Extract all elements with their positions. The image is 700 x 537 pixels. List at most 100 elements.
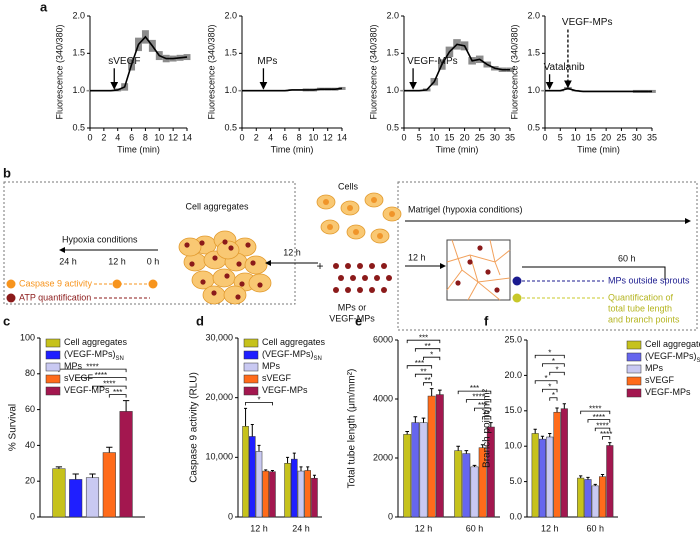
bar — [52, 468, 66, 518]
legend-swatch — [45, 350, 61, 360]
legend-name: VEGF-MPs — [64, 385, 110, 395]
y-tick-label: 30,000 — [205, 332, 233, 342]
legend-name: (VEGF-MPs) — [64, 349, 116, 359]
y-axis-label: Fluorescence (340/380) — [206, 24, 216, 119]
bar — [599, 476, 607, 518]
time-label: 24 h — [59, 256, 77, 266]
y-axis-label: Branch point/mm² — [482, 388, 493, 468]
particle — [369, 263, 375, 269]
particle — [362, 275, 368, 281]
legend-label: MPs — [64, 361, 83, 371]
particle — [381, 287, 387, 293]
nucleus — [353, 229, 359, 235]
legend-label: (VEGF-MPs)SN — [64, 349, 124, 361]
significance-bracket — [414, 348, 441, 352]
x-tick-label: 6 — [129, 132, 134, 142]
particle — [239, 281, 245, 287]
y-tick-label: 15.0 — [504, 405, 522, 415]
significance-label: **** — [589, 404, 601, 413]
x-tick-label: 35 — [647, 132, 657, 142]
particle — [184, 242, 190, 248]
line — [242, 87, 343, 92]
x-tick-label: 5 — [417, 132, 422, 142]
x-tick-label: 0 — [239, 132, 244, 142]
significance-label: * — [555, 365, 558, 374]
bar — [531, 433, 539, 518]
error-bar — [586, 476, 590, 480]
error-bar — [292, 452, 296, 460]
diagram-panel: b Hypoxia conditions 24 h 12 h 0 h Caspa… — [3, 165, 698, 331]
bar — [411, 422, 420, 518]
x-axis-label: Time (min) — [436, 144, 479, 154]
particle — [345, 263, 351, 269]
sprout — [489, 239, 496, 263]
label: Cells — [338, 181, 359, 191]
bar — [291, 458, 298, 518]
significance-label: *** — [113, 388, 122, 397]
error-bar — [55, 466, 63, 469]
significance-label: **** — [95, 371, 107, 380]
legend-label: sVEGF — [645, 375, 675, 385]
significance-label: **** — [472, 393, 484, 402]
x-tick-label: 14 — [337, 132, 347, 142]
error-bar — [548, 432, 552, 437]
x-tick-label: 10 — [308, 132, 318, 142]
significance-bracket — [594, 427, 611, 432]
legend-swatch — [45, 338, 61, 348]
significance-bracket — [108, 394, 127, 398]
bar — [427, 395, 436, 518]
bar — [538, 438, 546, 518]
y-tick-label: 6000 — [373, 334, 393, 344]
label: + — [316, 259, 323, 273]
x-tick-label: 6 — [282, 132, 287, 142]
particle — [467, 259, 473, 265]
x-tick-label: 24 h — [292, 523, 310, 533]
time-label: 0 h — [147, 256, 160, 266]
bar — [553, 411, 561, 518]
significance-bracket — [457, 390, 492, 395]
x-axis-label: Time (min) — [577, 144, 620, 154]
y-tick-label: 1.0 — [72, 85, 85, 95]
x-tick-label: 20 — [601, 132, 611, 142]
legend-label: VEGF-MPs — [645, 387, 691, 397]
error-bar — [421, 417, 426, 423]
y-tick-label: 2.0 — [224, 10, 237, 20]
cell — [223, 285, 247, 305]
annotation: VEGF-MPs — [562, 17, 613, 28]
error-bar — [299, 466, 303, 472]
x-tick-label: 10 — [429, 132, 439, 142]
y-tick-label: 0 — [228, 511, 233, 521]
error-bar — [257, 444, 261, 452]
error-bar — [600, 474, 605, 477]
bar — [454, 450, 463, 518]
label: Cell aggregates — [185, 201, 249, 211]
bar — [304, 470, 311, 518]
legend-swatch — [626, 376, 642, 386]
particle — [374, 275, 380, 281]
particle — [200, 279, 206, 285]
significance-bracket — [542, 388, 558, 393]
y-tick-label: 0.0 — [509, 511, 522, 521]
x-tick-label: 60 h — [466, 523, 484, 533]
dot — [148, 279, 158, 289]
y-tick-label: 1.0 — [224, 85, 237, 95]
y-tick-label: 1.5 — [527, 48, 540, 58]
significance-bracket — [534, 354, 565, 359]
error-bar — [306, 466, 310, 471]
bar — [577, 477, 585, 518]
significance-bracket — [580, 410, 611, 415]
particle — [189, 261, 195, 267]
panel-letter: a — [40, 0, 48, 14]
annotation: VEGF-MPs — [407, 56, 458, 67]
x-tick-label: 25 — [616, 132, 626, 142]
y-tick-label: 20,000 — [205, 392, 233, 402]
bar — [262, 470, 269, 518]
particle — [477, 245, 483, 251]
bar — [242, 426, 249, 518]
error-bar — [533, 428, 537, 434]
legend-name: Cell aggregates — [262, 337, 326, 347]
y-tick-label: 4000 — [373, 393, 393, 403]
significance-bracket — [423, 356, 441, 361]
legend-name: MPs — [262, 361, 281, 371]
